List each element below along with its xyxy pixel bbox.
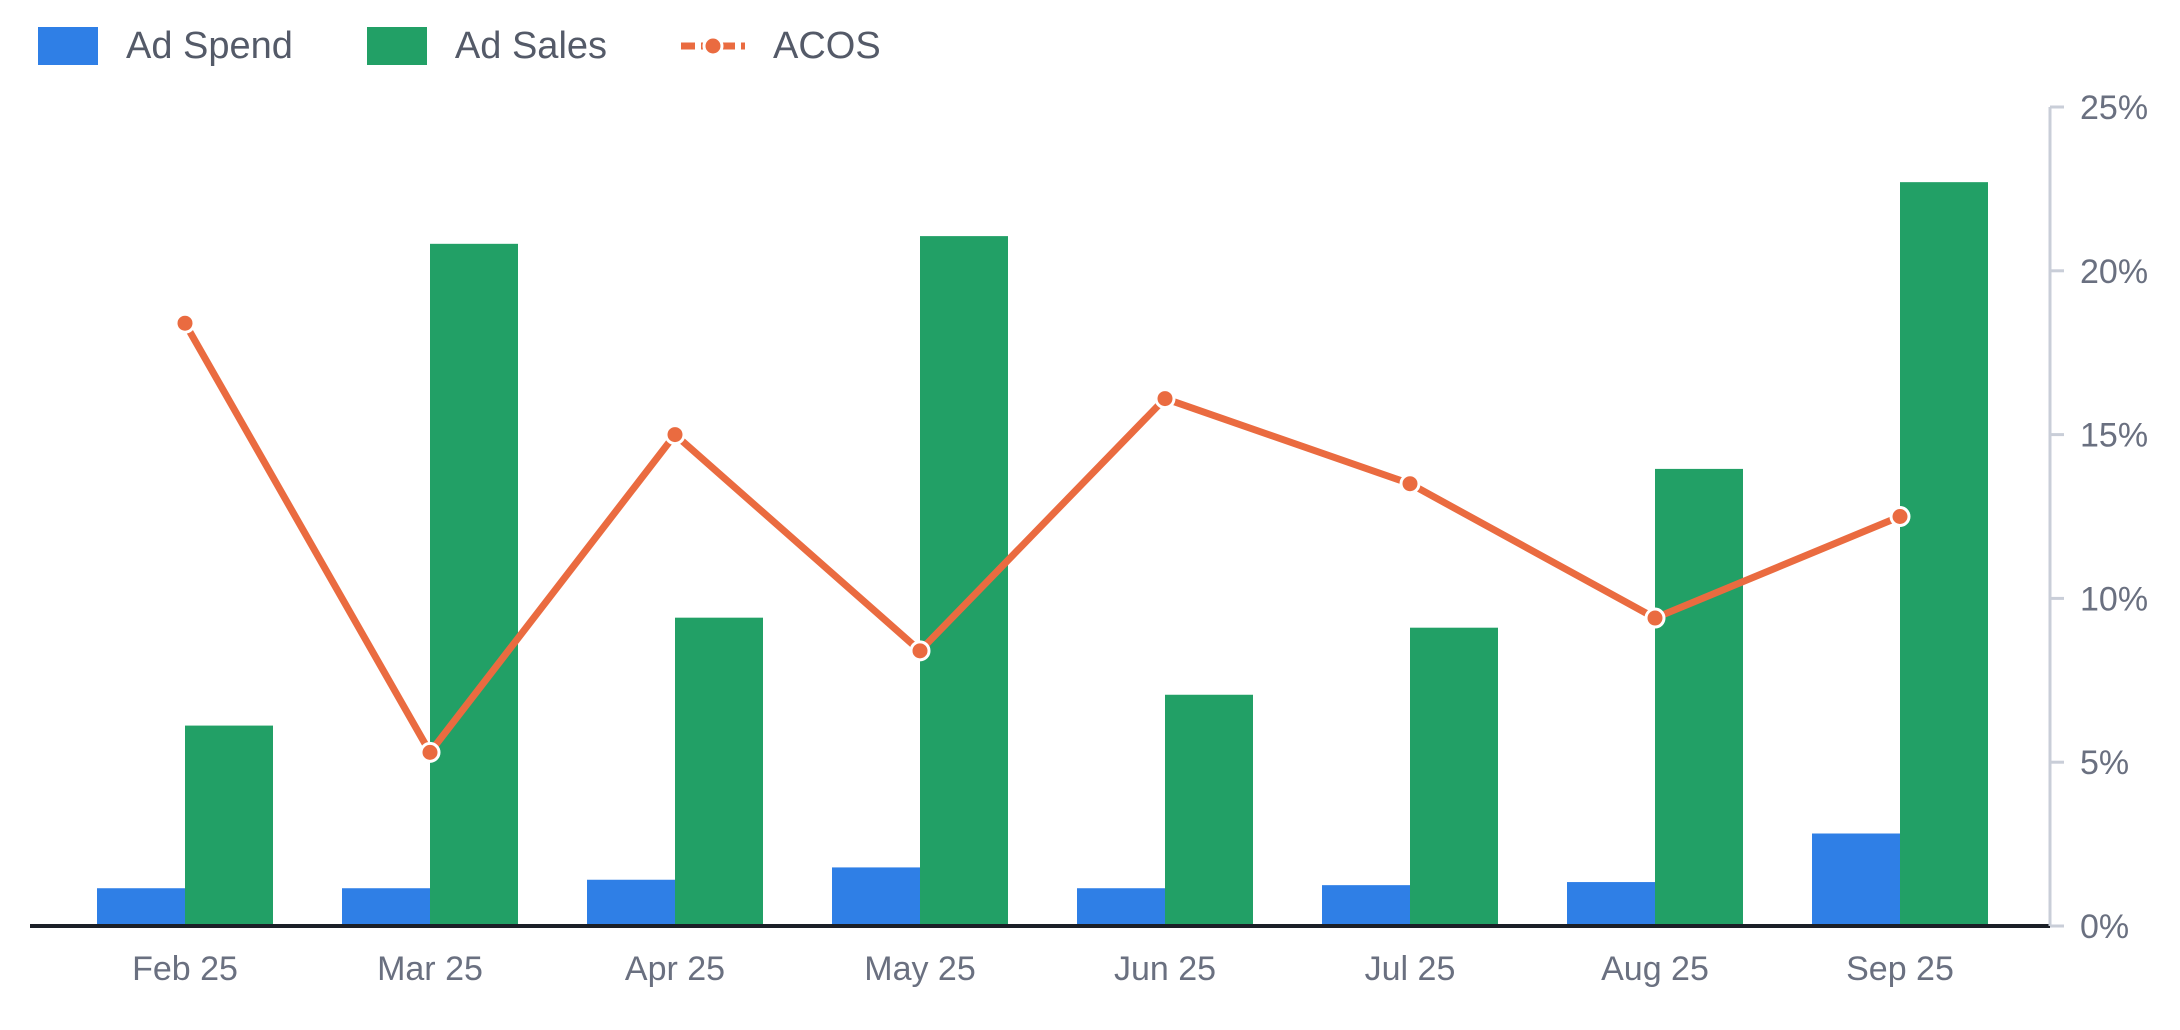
legend: Ad Spend Ad Sales ACOS bbox=[38, 18, 955, 74]
bar-ad-sales-2[interactable] bbox=[675, 617, 763, 926]
x-tick-label-1: Mar 25 bbox=[377, 950, 483, 988]
legend-label-ad-spend: Ad Spend bbox=[126, 24, 293, 67]
right-axis-tick-label-4: 20% bbox=[2080, 253, 2148, 291]
bar-ad-sales-4[interactable] bbox=[1165, 694, 1253, 926]
legend-acos-marker bbox=[702, 35, 724, 57]
legend-item-ad-spend[interactable]: Ad Spend bbox=[38, 25, 293, 68]
legend-line-acos bbox=[681, 35, 746, 57]
legend-swatch-ad-spend bbox=[38, 27, 98, 65]
right-axis-tick-label-3: 15% bbox=[2080, 417, 2148, 455]
bar-ad-spend-1[interactable] bbox=[342, 888, 430, 926]
bar-ad-spend-5[interactable] bbox=[1322, 885, 1410, 926]
acos-point-3[interactable] bbox=[909, 640, 931, 662]
bar-ad-sales-6[interactable] bbox=[1655, 468, 1743, 926]
legend-item-acos[interactable]: ACOS bbox=[681, 25, 881, 68]
bar-ad-spend-7[interactable] bbox=[1812, 833, 1900, 926]
acos-point-2[interactable] bbox=[664, 424, 686, 446]
bar-ad-spend-0[interactable] bbox=[97, 888, 185, 926]
acos-point-4[interactable] bbox=[1154, 388, 1176, 410]
legend-label-acos: ACOS bbox=[773, 24, 881, 67]
x-tick-label-3: May 25 bbox=[864, 950, 976, 988]
x-tick-label-6: Aug 25 bbox=[1601, 950, 1709, 988]
acos-point-7[interactable] bbox=[1889, 506, 1911, 527]
acos-point-5[interactable] bbox=[1399, 473, 1421, 495]
legend-label-ad-sales: Ad Sales bbox=[454, 24, 608, 67]
legend-item-ad-sales[interactable]: Ad Sales bbox=[366, 24, 608, 68]
x-tick-label-0: Feb 25 bbox=[132, 950, 238, 988]
right-axis-tick-label-1: 5% bbox=[2080, 744, 2129, 782]
acos-line-group bbox=[174, 312, 1911, 763]
right-axis-tick-label-5: 25% bbox=[2080, 89, 2148, 127]
bar-ad-spend-3[interactable] bbox=[832, 867, 920, 926]
bar-ad-sales-0[interactable] bbox=[185, 725, 273, 926]
x-tick-label-4: Jun 25 bbox=[1114, 950, 1216, 988]
bar-ad-sales-5[interactable] bbox=[1410, 627, 1498, 926]
x-tick-label-7: Sep 25 bbox=[1846, 950, 1954, 988]
right-axis: 0% 5% 10% 15% 20% 25% bbox=[2048, 89, 2148, 946]
acos-point-0[interactable] bbox=[174, 312, 196, 334]
acos-point-1[interactable] bbox=[419, 741, 441, 763]
bar-ad-spend-2[interactable] bbox=[587, 879, 675, 926]
legend-swatch-ad-sales bbox=[366, 27, 427, 65]
bar-ad-sales-7[interactable] bbox=[1900, 182, 1988, 927]
bars-group bbox=[97, 182, 1988, 927]
x-tick-label-2: Apr 25 bbox=[625, 950, 725, 988]
right-axis-tick-label-2: 10% bbox=[2080, 580, 2148, 618]
x-tick-label-5: Jul 25 bbox=[1365, 950, 1456, 988]
x-axis: Feb 25 Mar 25 Apr 25 May 25 Jun 25 Jul 25 Aug … bbox=[132, 950, 1954, 988]
bar-ad-sales-1[interactable] bbox=[430, 243, 518, 927]
bar-ad-sales-3[interactable] bbox=[920, 236, 1008, 927]
right-axis-tick-label-0: 0% bbox=[2080, 908, 2129, 946]
bar-ad-spend-6[interactable] bbox=[1567, 882, 1655, 926]
bar-ad-spend-4[interactable] bbox=[1077, 888, 1165, 926]
acos-line[interactable] bbox=[181, 319, 1904, 756]
acos-point-6[interactable] bbox=[1644, 607, 1666, 629]
